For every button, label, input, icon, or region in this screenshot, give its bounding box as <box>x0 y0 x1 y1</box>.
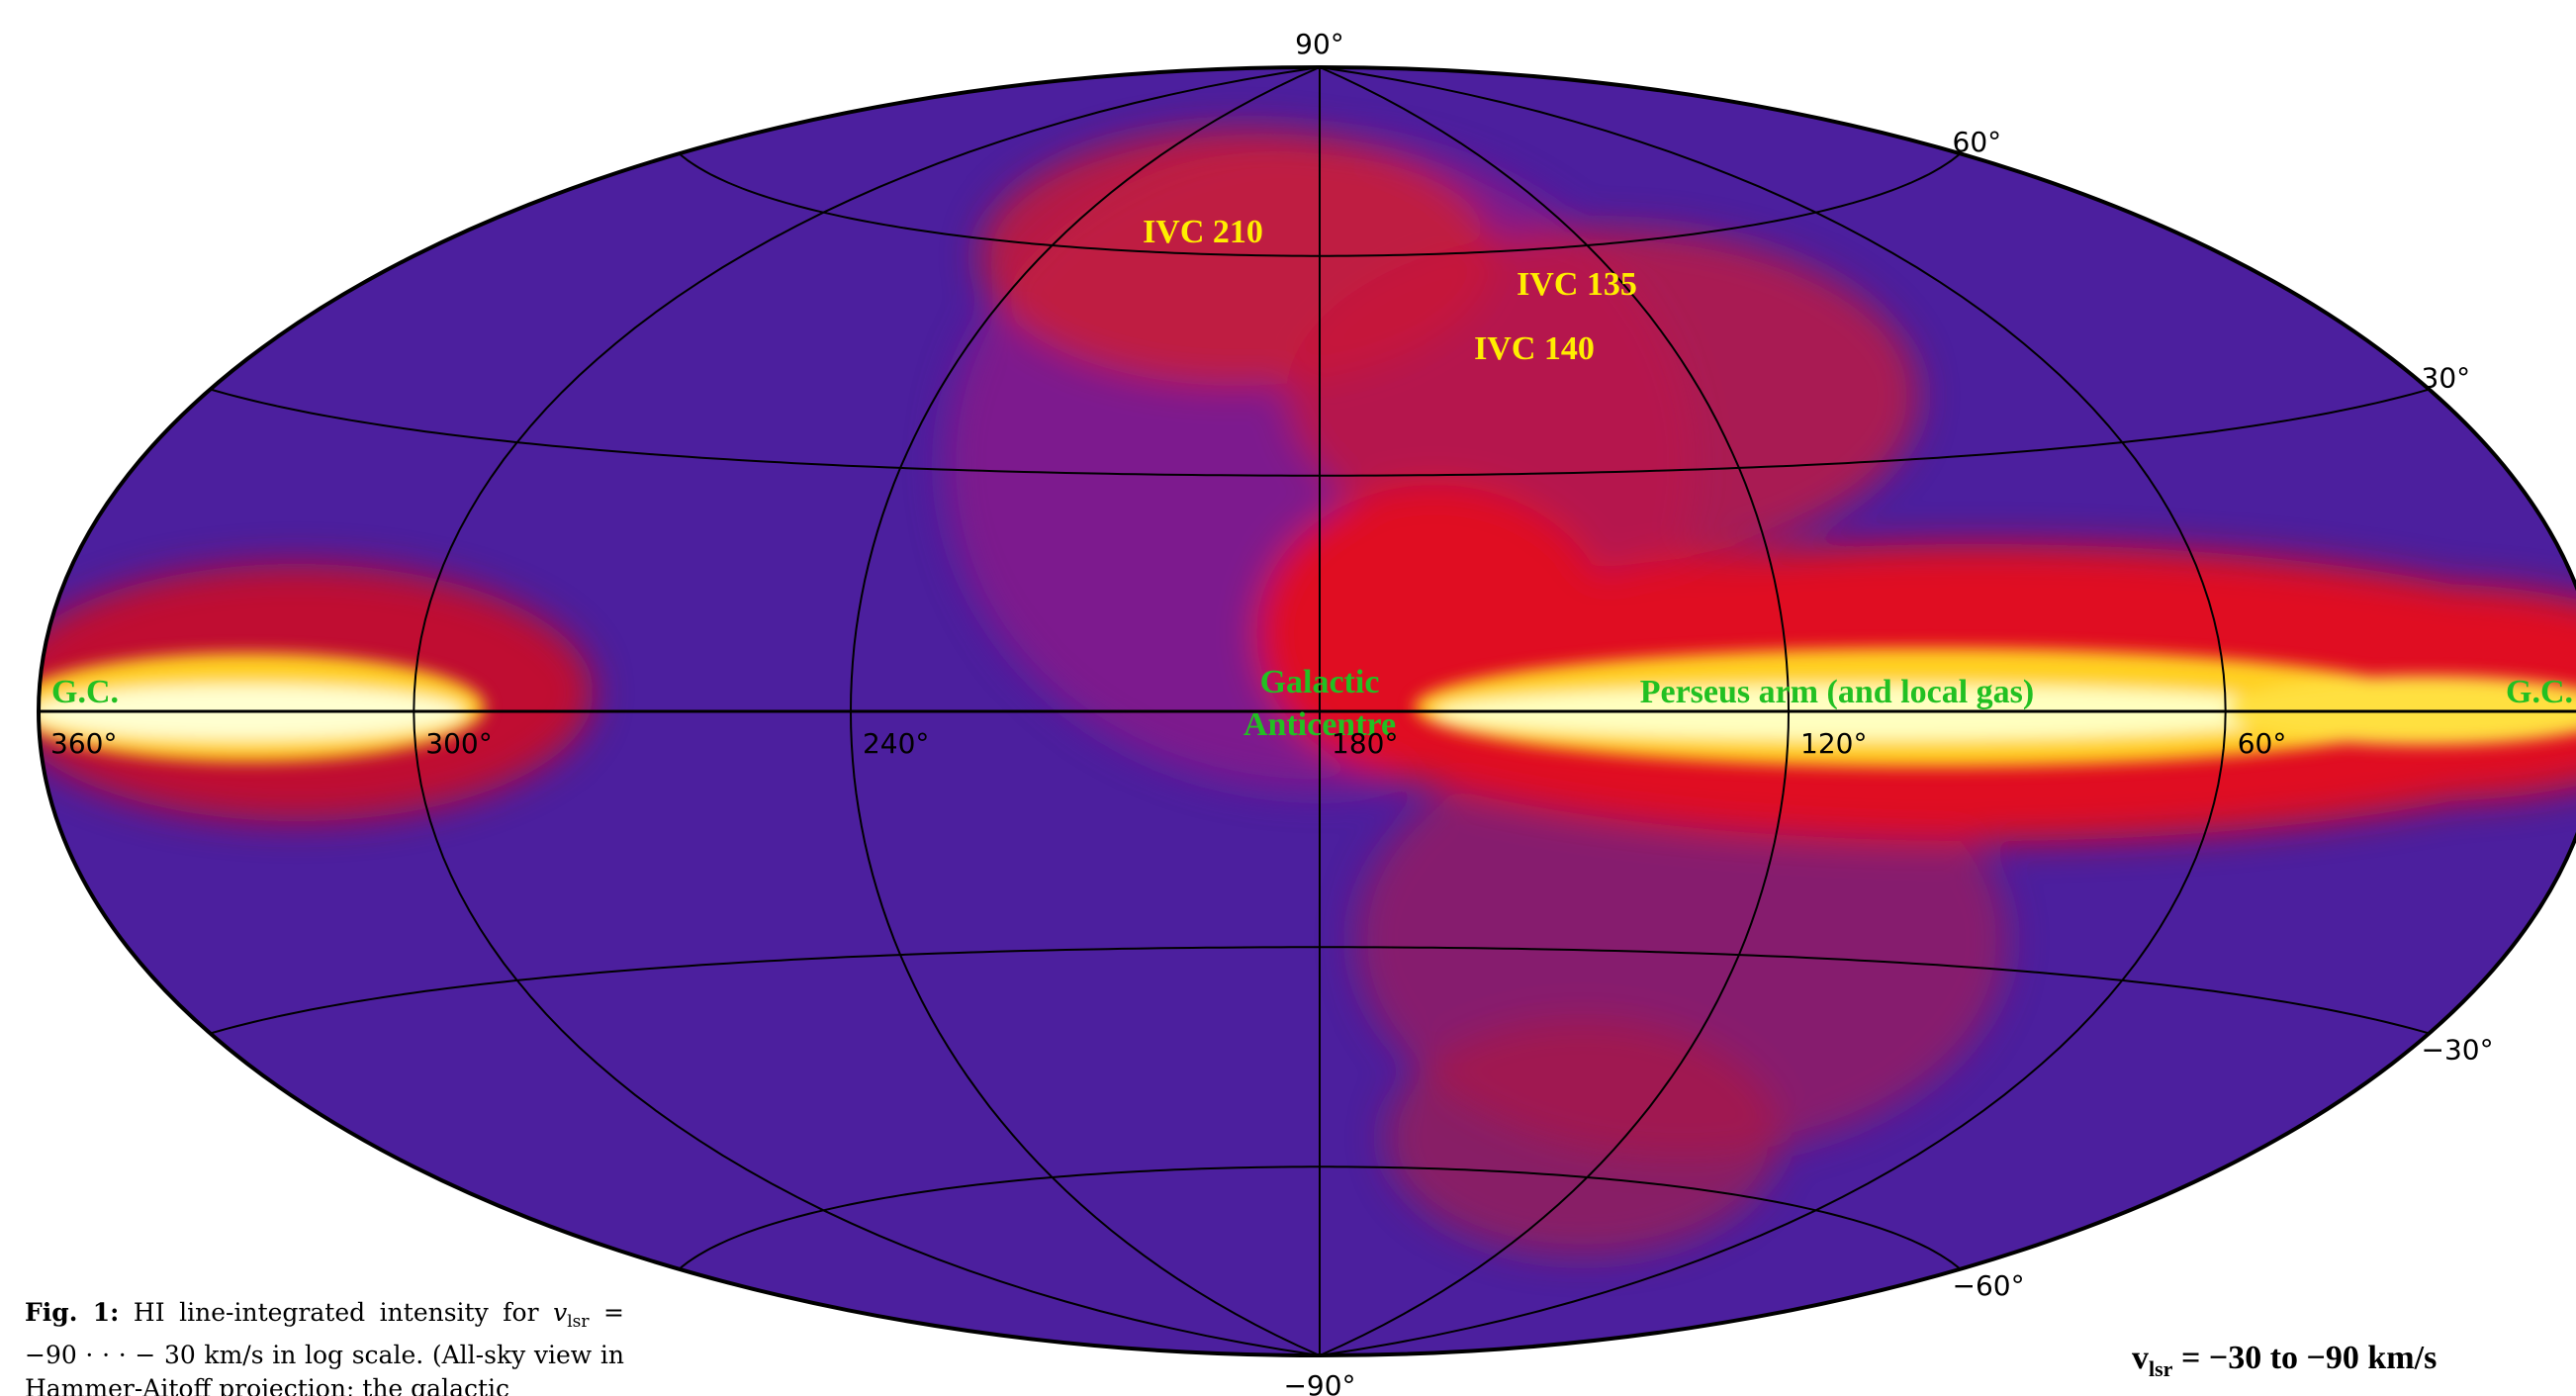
caption-label: Fig. 1: <box>25 1298 120 1327</box>
caption: Fig. 1: HI line-integrated intensity for… <box>25 1296 624 1396</box>
velocity-label: vlsr = −30 to −90 km/s <box>2132 1340 2437 1381</box>
text: = −90 · · · − 30 km/s in log scale. (All… <box>25 1298 624 1396</box>
text: v <box>2132 1340 2149 1376</box>
text: HI line-integrated intensity for <box>119 1298 554 1327</box>
latitude-label: 90° <box>1295 28 1344 60</box>
label: G.C. <box>2506 674 2573 710</box>
label: IVC 140 <box>1474 330 1595 367</box>
label: Galactic <box>1260 664 1380 700</box>
label: Perseus arm (and local gas) <box>1640 674 2035 710</box>
label: IVC 135 <box>1517 266 1637 303</box>
label: G.C. <box>51 674 119 710</box>
text: lsr <box>567 1312 590 1332</box>
longitude-label: 240° <box>863 727 929 760</box>
longitude-label: 180° <box>1332 727 1398 760</box>
longitude-label: 300° <box>425 727 492 760</box>
latitude-label: −90° <box>1283 1369 1355 1396</box>
text: = −30 to −90 km/s <box>2172 1340 2437 1376</box>
latitude-label: −60° <box>1953 1269 2025 1302</box>
longitude-label: 60° <box>2238 727 2287 760</box>
text: v <box>553 1298 568 1327</box>
longitude-label: 360° <box>50 727 117 760</box>
text: lsr <box>2149 1356 2173 1381</box>
label: Anticentre <box>1243 706 1396 743</box>
latitude-label: −30° <box>2422 1034 2494 1067</box>
longitude-label: 120° <box>1800 727 1867 760</box>
label: IVC 210 <box>1143 214 1263 250</box>
latitude-label: 60° <box>1953 126 2002 158</box>
latitude-label: 30° <box>2422 362 2471 395</box>
